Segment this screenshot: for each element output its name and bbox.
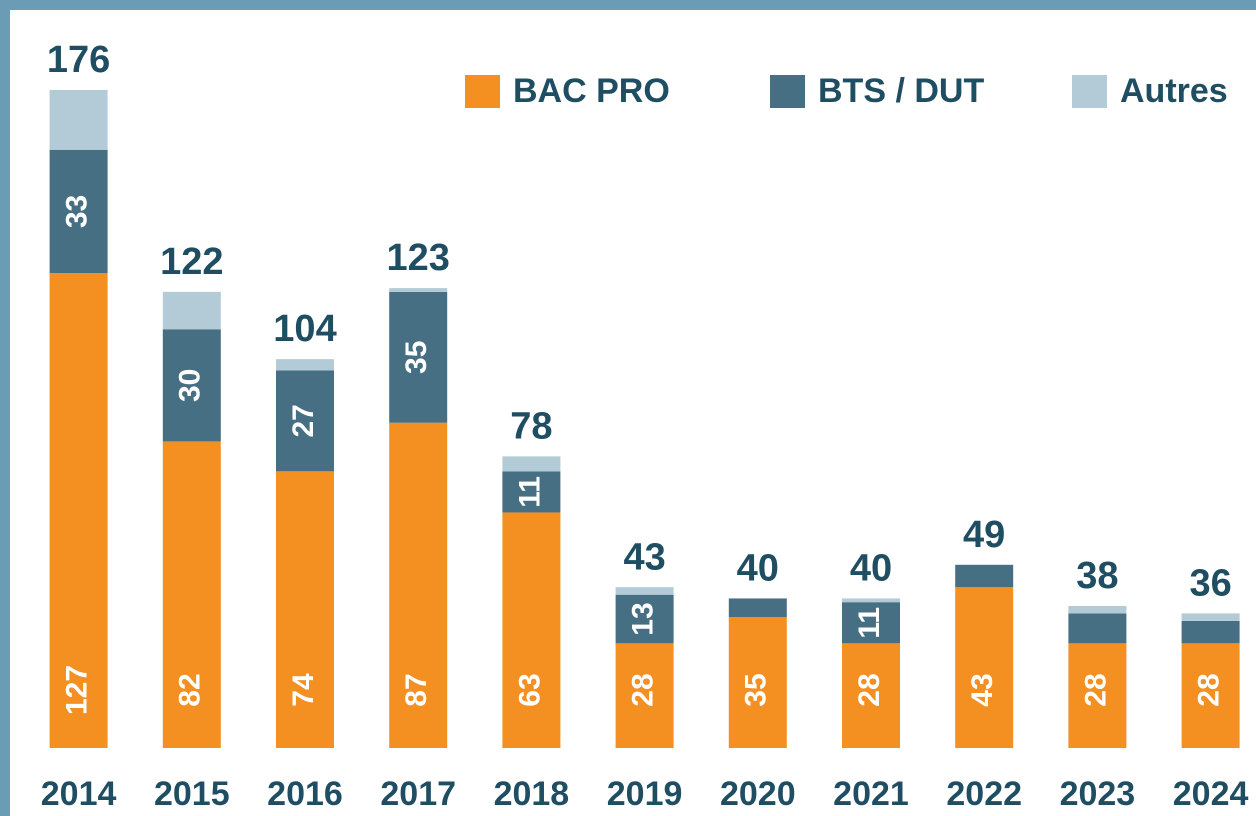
x-tick-label: 2016 xyxy=(267,775,343,813)
x-tick-label: 2023 xyxy=(1060,775,1136,813)
x-tick-label: 2022 xyxy=(946,775,1022,813)
segment-label: 127 xyxy=(61,665,94,715)
total-label: 49 xyxy=(963,514,1005,556)
segment-label: 11 xyxy=(853,607,886,639)
segment-label: 87 xyxy=(400,673,433,706)
x-tick-label: 2015 xyxy=(154,775,230,813)
segment-label: 33 xyxy=(61,195,94,228)
legend-label: BAC PRO xyxy=(513,72,670,110)
segment-label: 30 xyxy=(174,369,207,402)
bar-segment xyxy=(49,149,108,274)
bar-segment xyxy=(389,291,448,423)
bar-segment xyxy=(502,471,561,513)
bar-segment xyxy=(615,594,674,644)
total-label: 40 xyxy=(850,547,892,589)
legend-label: Autres xyxy=(1120,72,1228,110)
total-label: 104 xyxy=(273,308,336,350)
segment-label: 35 xyxy=(740,673,773,706)
total-label: 40 xyxy=(737,547,779,589)
bar-segment xyxy=(955,587,1014,748)
x-tick-label: 2019 xyxy=(607,775,683,813)
segment-label: 74 xyxy=(287,673,320,707)
bar-segment xyxy=(49,273,108,748)
bar-segment xyxy=(502,456,561,472)
legend-swatch xyxy=(465,75,500,108)
segment-label: 28 xyxy=(1193,673,1226,706)
total-label: 36 xyxy=(1189,562,1231,604)
bar-segment xyxy=(1181,643,1240,748)
bar-segment xyxy=(955,564,1014,588)
segment-label: 28 xyxy=(627,673,660,706)
x-tick-label: 2018 xyxy=(494,775,570,813)
bar-segment xyxy=(162,441,221,748)
bar-segment xyxy=(1068,613,1127,644)
bar-segment xyxy=(615,587,674,595)
x-tick-label: 2017 xyxy=(380,775,456,813)
bar-segment xyxy=(1068,643,1127,748)
bar-segment xyxy=(276,359,334,371)
x-tick-label: 2024 xyxy=(1173,775,1249,813)
total-label: 176 xyxy=(47,39,110,81)
segment-label: 35 xyxy=(400,341,433,374)
legend-swatch xyxy=(770,75,805,108)
legend-label: BTS / DUT xyxy=(818,72,984,110)
x-tick-label: 2021 xyxy=(833,775,909,813)
bar-segment xyxy=(389,422,448,748)
segment-label: 43 xyxy=(966,673,999,706)
bar-segment xyxy=(842,598,900,603)
segment-label: 28 xyxy=(853,673,886,706)
bar-segment xyxy=(842,602,900,644)
bar-segment xyxy=(276,370,334,472)
bar-segment xyxy=(728,598,787,618)
segment-label: 11 xyxy=(513,476,546,508)
total-label: 78 xyxy=(510,405,552,447)
bar-segment xyxy=(842,643,900,748)
bar-segment xyxy=(1181,620,1240,644)
segment-label: 82 xyxy=(174,673,207,706)
bar-segment xyxy=(728,617,787,748)
bar-segment xyxy=(1068,605,1127,614)
bar-segment xyxy=(502,512,561,748)
bar-segment xyxy=(615,643,674,748)
bar-segment xyxy=(162,329,221,442)
bar-segment xyxy=(49,89,108,150)
segment-label: 28 xyxy=(1079,673,1112,706)
bar-segment xyxy=(162,291,221,330)
total-label: 38 xyxy=(1076,555,1118,597)
segment-label: 63 xyxy=(513,673,546,706)
segment-label: 27 xyxy=(287,404,320,437)
total-label: 122 xyxy=(160,241,223,283)
legend-swatch xyxy=(1072,75,1107,108)
bar-segment xyxy=(389,288,448,292)
x-tick-label: 2014 xyxy=(41,775,117,813)
total-label: 43 xyxy=(623,536,665,578)
bar-segment xyxy=(276,471,334,748)
total-label: 123 xyxy=(386,237,449,279)
x-tick-label: 2020 xyxy=(720,775,796,813)
bar-segment xyxy=(1181,613,1240,621)
segment-label: 13 xyxy=(627,602,660,635)
